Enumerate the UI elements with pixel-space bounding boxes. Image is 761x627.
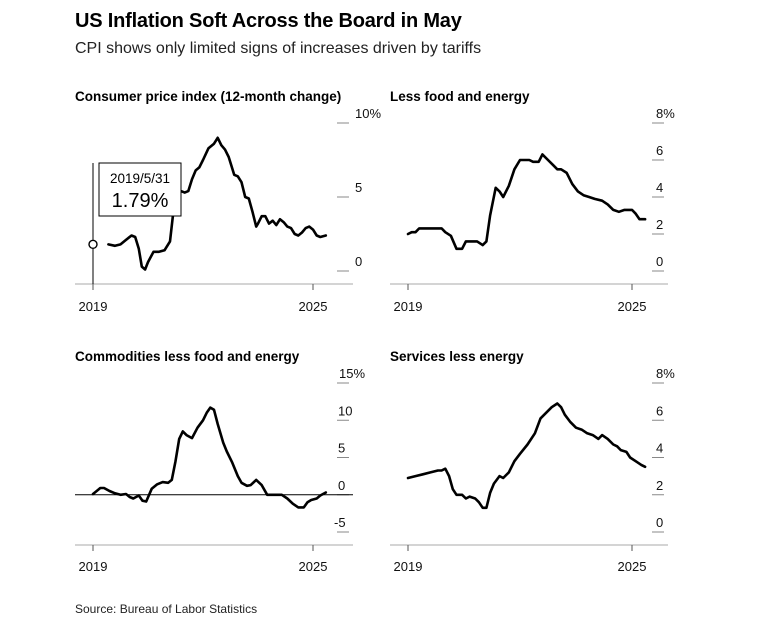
y-tick-label: -5 [334, 515, 346, 530]
x-tick-label: 2019 [394, 299, 423, 314]
y-tick-label: 8% [656, 366, 675, 381]
hover-tooltip: 2019/5/31 1.79% [88, 162, 182, 284]
chart-title: US Inflation Soft Across the Board in Ma… [75, 10, 462, 32]
source-note: Source: Bureau of Labor Statistics [75, 602, 258, 616]
series-line[interactable] [406, 402, 647, 510]
x-tick-label: 2025 [618, 559, 647, 574]
panel-title: Commodities less food and energy [75, 349, 300, 364]
y-tick-label: 5 [338, 441, 345, 456]
chart-panel-4: Services less energy 0 2 4 6 8% 2019 2025 [390, 349, 675, 574]
y-tick-label: 0 [338, 478, 345, 493]
y-tick-label: 4 [656, 180, 663, 195]
series-line[interactable] [107, 136, 328, 271]
panel-title: Less food and energy [390, 89, 530, 104]
y-tick-label: 8% [656, 106, 675, 121]
y-tick-label: 2 [656, 217, 663, 232]
x-tick-label: 2025 [299, 299, 328, 314]
y-tick-label: 2 [656, 478, 663, 493]
chart-panel-1: Consumer price index (12-month change) 0 5… [75, 89, 381, 314]
x-tick-label: 2019 [394, 559, 423, 574]
y-tick-label: 4 [656, 441, 663, 456]
tooltip-value: 1.79% [112, 190, 169, 212]
y-tick-label: 0 [355, 254, 362, 269]
x-tick-label: 2025 [299, 559, 328, 574]
chart-panel-3: Commodities less food and energy -5 0 5 10 15… [75, 349, 365, 574]
y-tick-label: 6 [656, 403, 663, 418]
hover-marker [88, 239, 98, 250]
y-tick-label: 5 [355, 180, 362, 195]
series-line[interactable] [406, 153, 647, 251]
y-tick-label: 0 [656, 515, 663, 530]
y-tick-label: 10% [355, 106, 381, 121]
panel-title: Services less energy [390, 349, 524, 364]
x-tick-label: 2019 [79, 299, 108, 314]
panel-title: Consumer price index (12-month change) [75, 89, 341, 104]
y-tick-label: 15% [339, 366, 365, 381]
chart-subtitle: CPI shows only limited signs of increase… [75, 40, 482, 57]
x-tick-label: 2019 [79, 559, 108, 574]
tooltip-box [98, 162, 182, 217]
x-tick-label: 2025 [618, 299, 647, 314]
chart-panel-2: Less food and energy 0 2 4 6 8% 2019 2025 [390, 89, 675, 314]
y-tick-label: 0 [656, 254, 663, 269]
series-line[interactable] [91, 406, 328, 509]
tooltip-date: 2019/5/31 [110, 171, 170, 186]
y-tick-label: 10 [338, 403, 352, 418]
y-tick-label: 6 [656, 143, 663, 158]
